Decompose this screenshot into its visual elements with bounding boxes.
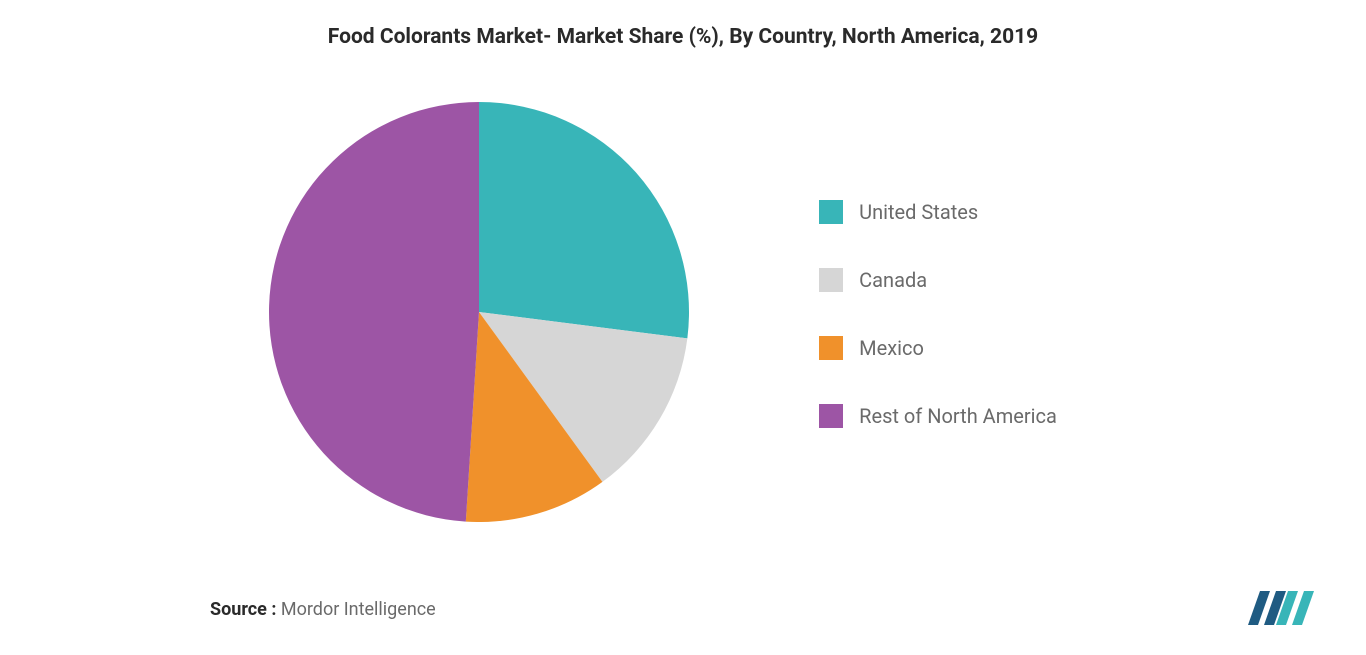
legend-label: Canada [859, 268, 927, 292]
legend: United States Canada Mexico Rest of North A… [819, 200, 1057, 428]
source-label: Source : [210, 599, 276, 620]
pie-chart [269, 102, 689, 526]
chart-container: Food Colorants Market- Market Share (%),… [0, 0, 1366, 655]
source-value: Mordor Intelligence [281, 599, 436, 620]
chart-title: Food Colorants Market- Market Share (%),… [40, 25, 1326, 49]
legend-label: United States [859, 200, 978, 224]
legend-label: Mexico [859, 336, 924, 360]
legend-swatch [819, 404, 843, 428]
source-line: Source : Mordor Intelligence [210, 599, 436, 620]
legend-item: Canada [819, 268, 1057, 292]
pie-slice [479, 102, 689, 338]
legend-item: United States [819, 200, 1057, 224]
legend-item: Rest of North America [819, 404, 1057, 428]
legend-swatch [819, 268, 843, 292]
pie-svg [269, 102, 689, 522]
pie-slice [269, 102, 479, 522]
chart-body: United States Canada Mexico Rest of North A… [40, 79, 1326, 549]
legend-item: Mexico [819, 336, 1057, 360]
legend-swatch [819, 200, 843, 224]
legend-label: Rest of North America [859, 404, 1057, 428]
legend-swatch [819, 336, 843, 360]
mordor-logo-icon [1246, 585, 1316, 630]
